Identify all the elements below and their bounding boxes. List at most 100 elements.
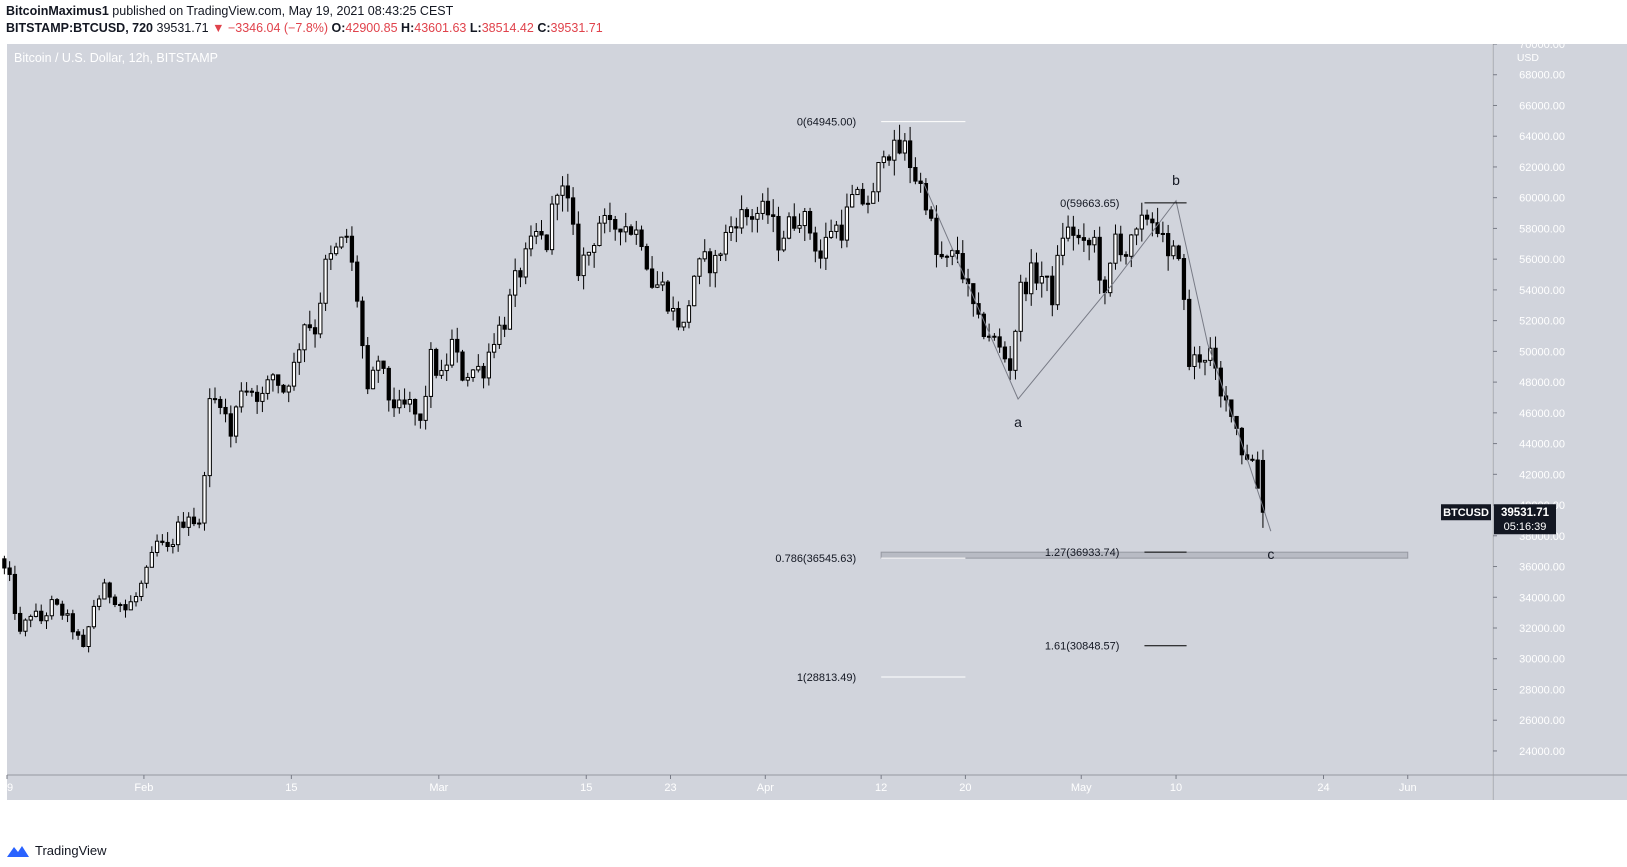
candle-up xyxy=(1039,276,1044,284)
candle-up xyxy=(439,370,444,376)
candle-down xyxy=(1176,245,1181,260)
candle-down xyxy=(1023,281,1029,295)
candle-up xyxy=(423,395,428,421)
close-value: 39531.71 xyxy=(550,21,603,35)
y-tick-label: 30000.00 xyxy=(1519,654,1565,666)
candle-up xyxy=(760,200,765,214)
candle-up xyxy=(1055,254,1060,306)
price-axis[interactable] xyxy=(1493,44,1627,775)
candle-up xyxy=(686,305,692,323)
candle-up xyxy=(339,236,344,248)
candle-up xyxy=(834,224,839,232)
candle-up xyxy=(655,284,660,288)
candle-down xyxy=(1255,459,1260,489)
time-axis[interactable] xyxy=(7,775,1492,800)
candle-down xyxy=(276,374,281,386)
candle-down xyxy=(913,167,918,182)
x-tick-label: 19 xyxy=(1,782,13,794)
x-tick-label: 23 xyxy=(664,782,676,794)
candle-up xyxy=(944,255,950,258)
candle-down xyxy=(18,612,23,632)
plot-area[interactable] xyxy=(7,44,1492,775)
candle-down xyxy=(502,324,507,330)
y-tick-label: 34000.00 xyxy=(1519,592,1565,604)
candle-down xyxy=(365,345,370,390)
candle-up xyxy=(1018,281,1023,332)
candle-up xyxy=(1192,354,1197,367)
candle-down xyxy=(1071,226,1076,236)
candle-down xyxy=(1160,232,1166,235)
candle-down xyxy=(960,253,965,280)
candle-up xyxy=(692,275,697,307)
candle-up xyxy=(270,374,276,381)
wave-label-c: c xyxy=(1267,546,1274,562)
price-chart[interactable]: Bitcoin / U.S. Dollar, 12h, BITSTAMP USD… xyxy=(0,44,1627,838)
candle-up xyxy=(1171,245,1176,257)
candle-down xyxy=(886,156,892,161)
candle-down xyxy=(7,567,12,575)
candle-up xyxy=(523,248,528,278)
candle-up xyxy=(592,245,597,253)
support-zone[interactable] xyxy=(880,551,1409,559)
candle-down xyxy=(907,140,913,169)
candle-down xyxy=(813,232,818,252)
candle-down xyxy=(1250,458,1255,461)
candle-up xyxy=(102,582,107,600)
fib-level-label: 1(28813.49) xyxy=(797,672,856,684)
candle-up xyxy=(549,203,555,251)
candle-up xyxy=(1113,233,1118,264)
candle-up xyxy=(823,236,828,259)
x-tick-label: 15 xyxy=(580,782,592,794)
candle-down xyxy=(676,307,681,328)
candle-down xyxy=(160,540,165,543)
candle-down xyxy=(923,182,929,211)
x-tick-label: 12 xyxy=(875,782,887,794)
x-tick-label: Mar xyxy=(429,782,448,794)
x-tick-label: 10 xyxy=(1170,782,1182,794)
candle-up xyxy=(376,360,381,371)
candle-down xyxy=(2,558,7,569)
candle-down xyxy=(765,200,771,216)
candle-down xyxy=(665,281,671,312)
author-name[interactable]: BitcoinMaximus1 xyxy=(6,4,109,18)
chart-title: Bitcoin / U.S. Dollar, 12h, BITSTAMP xyxy=(14,51,218,65)
candle-up xyxy=(465,376,470,381)
candle-up xyxy=(207,398,212,477)
candle-up xyxy=(728,226,734,233)
candle-down xyxy=(481,365,486,379)
candle-up xyxy=(202,475,207,524)
candle-down xyxy=(54,599,60,605)
candle-down xyxy=(1102,279,1108,294)
candle-down xyxy=(107,582,112,598)
candle-down xyxy=(1081,237,1087,241)
candle-up xyxy=(1139,214,1144,230)
candle-down xyxy=(607,214,613,221)
price-tag-countdown: 05:16:39 xyxy=(1504,521,1547,533)
candle-down xyxy=(218,398,223,408)
candle-up xyxy=(1208,347,1213,361)
x-ticks: 19 Feb 15 Mar 15 23 Apr 12 20 May 10 24 Jun xyxy=(1,775,1417,794)
close-key: C: xyxy=(537,21,551,35)
candle-down xyxy=(750,216,755,220)
candle-down xyxy=(191,516,197,525)
price-axis-unit: USD xyxy=(1517,52,1540,64)
candle-down xyxy=(70,613,75,633)
candle-down xyxy=(934,217,939,255)
candle-up xyxy=(1108,262,1113,294)
tradingview-logo[interactable]: TradingView xyxy=(6,843,107,858)
wave-path[interactable] xyxy=(922,182,1272,532)
candle-up xyxy=(154,540,160,553)
candle-down xyxy=(412,398,418,415)
candle-down xyxy=(244,390,249,393)
candle-down xyxy=(929,209,934,219)
y-tick-label: 36000.00 xyxy=(1519,562,1565,574)
candle-up xyxy=(1202,359,1208,363)
candle-down xyxy=(570,197,576,225)
candle-down xyxy=(992,335,997,338)
fib-level-label: 0.786(36545.63) xyxy=(775,553,856,565)
candle-down xyxy=(644,246,649,270)
candle-up xyxy=(713,254,718,274)
candle-down xyxy=(391,399,397,409)
candle-up xyxy=(149,551,154,568)
y-tick-label: 68000.00 xyxy=(1519,70,1565,82)
